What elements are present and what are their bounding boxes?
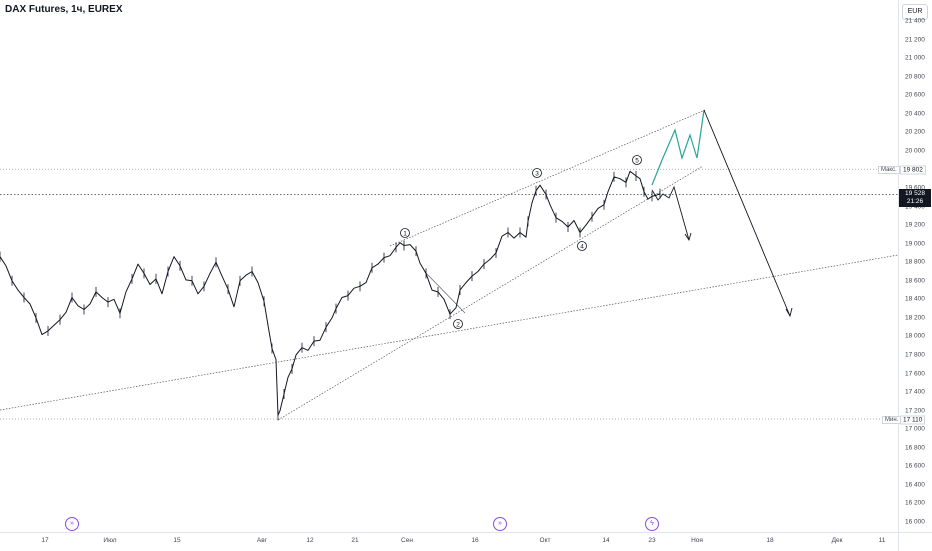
price-tick-label: 17 000 [905,425,925,433]
wave-label[interactable]: 1 [403,230,407,237]
time-tick-label: 17 [41,537,49,544]
time-tick-label: 11 [878,537,886,544]
time-tick-label: Июл [103,537,117,544]
price-tick-label: 18 400 [905,295,925,303]
lightning-icon[interactable]: ϟ [645,517,659,531]
price-tick-label: 16 400 [905,481,925,489]
wave-label[interactable]: 3 [535,170,539,177]
price-tick-label: 21 200 [905,36,925,44]
wave-label-circle[interactable] [453,319,463,329]
wave-labels[interactable]: 1 2 3 4 5 [400,155,642,329]
wave-label[interactable]: 4 [580,243,584,250]
price-tick-label: 19 200 [905,221,925,229]
time-tick-label: Окт [539,537,551,544]
price-tick-label: 18 800 [905,258,925,266]
axis-corner [898,532,932,551]
wave-label[interactable]: 5 [635,157,639,164]
time-tick-label: 12 [306,537,314,544]
last-price-value: 19 528 [905,190,925,197]
time-tick-label: 15 [173,537,181,544]
time-tick-label: 21 [351,537,359,544]
time-tick-label: Авг [256,537,268,544]
price-tick-label: 17 200 [905,407,925,415]
time-axis[interactable] [0,532,898,551]
max-label: Макс. [878,166,900,174]
channel-upper-line[interactable] [389,109,706,247]
wave-label-circle[interactable] [577,241,587,251]
bar-countdown: 21:26 [906,198,924,205]
price-tick-label: 19 000 [905,240,925,248]
arrow-head-icon [684,232,692,242]
chart-canvas[interactable]: 1 2 3 4 5 [0,0,898,532]
symbol-title[interactable]: DAX Futures, 1ч, EUREX [5,4,123,15]
price-tick-label: 20 800 [905,73,925,81]
event-forward-icon[interactable]: » [493,517,507,531]
forecast-short-arrow[interactable] [651,185,690,241]
time-tick-label: Сен [401,537,413,544]
price-tick-label: 17 800 [905,351,925,359]
time-tick-label: 14 [602,537,610,544]
time-tick-label: 18 [766,537,774,544]
time-tick-label: Дек [831,537,843,544]
price-tick-label: 18 200 [905,314,925,322]
wave-label-circle[interactable] [400,228,410,238]
long-trendline[interactable] [0,254,898,411]
time-tick-label: 23 [648,537,656,544]
price-tick-label: 16 600 [905,462,925,470]
last-price-badge: 19 528 21:26 [899,189,931,207]
max-value: 19 802 [900,165,926,175]
price-tick-label: 21 000 [905,54,925,62]
channel-lower-line[interactable] [277,165,704,421]
price-line [0,170,661,416]
currency-button[interactable]: EUR [902,4,928,20]
forecast-impulse-up[interactable] [651,109,705,186]
price-tick-label: 16 200 [905,499,925,507]
price-tick-label: 21 400 [905,17,925,25]
forecast-paths[interactable] [651,109,793,318]
arrow-head-icon [785,307,793,318]
price-tick-label: 19 600 [905,184,925,192]
wave-label[interactable]: 2 [456,321,460,328]
time-tick-label: Ноя [691,537,703,544]
price-tick-label: 18 600 [905,277,925,285]
price-tick-label: 17 600 [905,370,925,378]
price-tick-label: 18 000 [905,332,925,340]
correction-line[interactable] [424,271,466,314]
price-series [0,170,661,421]
price-axis[interactable] [898,0,932,532]
event-forward-icon[interactable]: » [65,517,79,531]
wave-label-circle[interactable] [532,168,542,178]
min-label: Мин. [882,416,902,424]
price-tick-label: 20 400 [905,110,925,118]
price-tick-label: 16 000 [905,518,925,526]
price-tick-label: 17 400 [905,388,925,396]
drawing-overlays[interactable] [0,109,898,421]
wave-label-circle[interactable] [632,155,642,165]
price-tick-label: 16 800 [905,444,925,452]
price-tick-label: 20 600 [905,91,925,99]
min-value: 17 110 [900,415,926,425]
price-tick-label: 20 200 [905,128,925,136]
forecast-decline-arrow[interactable] [703,109,791,317]
time-tick-label: 16 [471,537,479,544]
price-tick-label: 20 000 [905,147,925,155]
